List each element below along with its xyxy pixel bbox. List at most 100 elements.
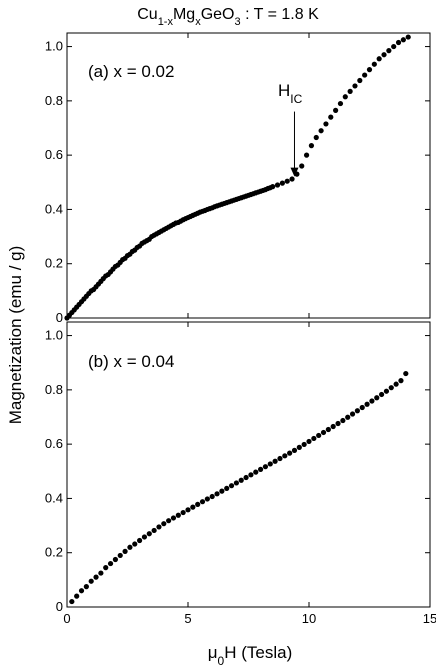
data-point [325,426,331,433]
data-point [166,518,172,524]
x-tick-label: 15 [423,611,436,626]
data-point [107,560,114,567]
hic-annotation: HIC [278,81,303,177]
data-point [349,411,356,417]
data-point [371,61,377,67]
data-point [308,143,315,149]
data-point [141,534,148,540]
data-point [83,584,89,590]
data-point [156,524,162,530]
panel-a-label: (a) x = 0.02 [88,62,174,81]
data-point [342,94,348,100]
data-point [311,435,317,442]
data-point [270,184,276,190]
data-point [381,52,387,58]
data-point [316,432,322,439]
data-point [333,107,339,113]
data-point [352,83,358,89]
data-point [374,395,380,401]
data-point [347,88,353,94]
data-point [289,176,295,182]
data-point [393,381,399,387]
data-point [258,466,264,472]
data-point [190,504,196,510]
figure-title: Cu1-xMgxGeO3 : T = 1.8 K [137,6,319,28]
hic-arrow-head [290,167,299,177]
y-tick-label: 0.4 [45,490,63,505]
data-point [228,483,235,489]
data-point [112,556,118,563]
x-tick-label: 10 [302,611,316,626]
data-point [103,565,109,571]
data-point [185,507,191,513]
data-point [313,134,319,141]
data-point [78,588,85,594]
data-point [405,34,411,40]
panel-b-label: (b) x = 0.04 [88,352,174,371]
data-point [277,455,283,462]
data-point [391,43,397,50]
data-point [330,423,336,430]
data-point [388,385,394,391]
data-point [318,128,324,134]
data-point [395,39,402,46]
data-point [117,552,123,559]
panel-a-points [64,34,411,321]
data-point [279,180,285,186]
panel-b: 0 0.2 0.4 0.6 0.8 1.0 0 5 10 15 (b) x = 0.04 [45,321,436,626]
data-point [170,515,177,521]
y-tick-label: 1.0 [45,39,63,54]
y-tick-label: 0.8 [45,382,63,397]
y-tick-label: 0 [56,599,63,614]
data-point [323,121,329,127]
data-point [272,458,278,464]
data-point [379,391,385,398]
data-point [403,370,409,377]
data-point [287,450,293,456]
data-point [299,163,305,169]
data-point [146,531,152,537]
data-point [383,388,390,394]
data-point [127,544,133,550]
data-point [328,114,334,120]
panel-a: 0 0.2 0.4 0.6 0.8 1.0 (a) x = 0.02 [45,32,431,325]
data-point [274,182,281,188]
data-point [98,570,104,576]
panel-b-points [69,370,409,605]
data-point [204,496,210,502]
panel-a-frame [66,32,431,319]
data-point [69,598,75,605]
data-point [400,37,406,43]
data-point [88,578,94,584]
data-point [357,77,363,84]
data-point [214,491,220,497]
y-tick-label: 0.6 [45,436,63,451]
data-point [74,593,80,599]
data-point [233,480,239,486]
data-point [284,178,290,184]
data-point [306,438,312,445]
data-point [362,72,368,78]
data-point [398,378,404,384]
y-tick-label: 0 [56,310,63,325]
data-point [376,56,382,62]
x-axis-title: μ0H (Tesla) [208,643,293,665]
y-tick-label: 1.0 [45,328,63,343]
data-point [301,441,307,448]
hic-label: HIC [278,81,303,106]
data-point [354,408,360,414]
data-point [175,512,181,518]
data-point [243,474,249,481]
x-tick-label: 5 [184,611,191,626]
data-point [180,509,186,516]
data-point [364,401,370,407]
data-point [291,447,298,453]
y-axis-title: Magnetization (emu / g) [6,246,25,425]
data-point [359,404,365,411]
data-point [248,472,254,478]
data-point [369,398,375,404]
data-point [340,417,346,424]
data-point [132,541,138,547]
data-point [303,152,310,158]
data-point [238,477,244,483]
